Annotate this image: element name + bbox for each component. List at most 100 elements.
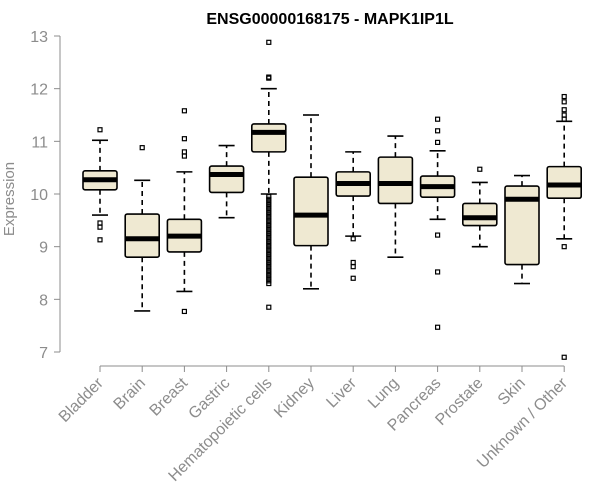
outlier-point — [266, 236, 272, 242]
outlier-point — [97, 237, 103, 243]
y-tick-label: 11 — [31, 134, 48, 151]
box-group — [377, 135, 414, 259]
outlier-point — [266, 257, 272, 263]
outlier-point — [266, 304, 272, 310]
outlier-point — [266, 212, 272, 218]
outlier-point — [435, 128, 441, 134]
y-tick-label: 8 — [39, 292, 48, 309]
outlier-point — [266, 39, 272, 45]
box-iqr — [251, 123, 287, 153]
box-iqr — [293, 176, 329, 247]
outlier-point — [266, 275, 272, 281]
box-group — [82, 127, 118, 243]
outlier-point — [561, 116, 567, 122]
x-tick-label: Breast — [147, 374, 192, 419]
outlier-point — [266, 249, 272, 255]
outlier-point — [266, 204, 272, 210]
box-iqr — [377, 156, 414, 205]
y-tick-label: 7 — [39, 345, 48, 362]
x-tick-label: Kidney — [271, 375, 318, 422]
x-tick-label: Prostate — [432, 375, 486, 429]
box-group — [504, 174, 540, 285]
outlier-point — [561, 93, 567, 100]
outlier-point — [266, 201, 272, 208]
outlier-point — [266, 217, 272, 223]
outlier-point — [266, 223, 272, 229]
outlier-point — [266, 230, 272, 237]
outlier-point — [350, 275, 356, 281]
box-iqr — [124, 213, 160, 259]
y-tick-label: 10 — [30, 187, 48, 204]
outlier-point — [181, 136, 187, 142]
x-tick-label: Bladder — [56, 374, 107, 425]
outlier-point — [266, 215, 272, 221]
box-group — [208, 144, 245, 219]
outlier-point — [181, 108, 187, 114]
outlier-point — [266, 233, 272, 239]
outlier-point — [266, 209, 272, 216]
outlier-point — [266, 270, 272, 276]
box-group — [293, 114, 329, 290]
outlier-point — [561, 354, 567, 360]
box-group — [166, 108, 203, 315]
y-tick-label: 12 — [30, 82, 48, 99]
outlier-point — [139, 145, 145, 151]
box-series — [82, 39, 583, 360]
outlier-point — [435, 116, 441, 122]
outlier-point — [181, 149, 187, 155]
outlier-point — [181, 153, 187, 159]
box-iqr — [504, 185, 540, 266]
box-group — [124, 145, 160, 312]
y-tick-label: 13 — [30, 29, 48, 46]
outlier-point — [97, 127, 103, 133]
outlier-point — [266, 196, 272, 202]
outlier-point — [266, 241, 272, 247]
outlier-point — [266, 244, 272, 250]
outlier-point — [181, 308, 187, 315]
box-iqr — [208, 165, 245, 194]
outlier-point — [435, 324, 441, 330]
box-group — [335, 151, 372, 281]
box-group — [461, 166, 498, 248]
outlier-point — [561, 244, 567, 250]
y-axis-title: Expression — [1, 162, 18, 236]
outlier-point — [350, 264, 356, 270]
outlier-point — [435, 269, 441, 275]
box-group — [419, 116, 456, 330]
y-tick-label: 9 — [39, 240, 48, 257]
outlier-point — [350, 236, 356, 242]
box-group — [546, 93, 583, 360]
outlier-point — [561, 112, 567, 118]
outlier-point — [561, 99, 567, 105]
outlier-point — [266, 254, 272, 260]
box-iqr — [461, 202, 498, 227]
outlier-point — [266, 265, 272, 271]
outlier-point — [561, 107, 567, 113]
outlier-point — [266, 251, 272, 258]
outlier-point — [266, 246, 272, 252]
outlier-point — [477, 166, 483, 172]
outlier-point — [266, 207, 272, 213]
chart-title: ENSG00000168175 - MAPK1IP1L — [206, 11, 453, 28]
outlier-point — [266, 262, 272, 268]
outlier-point — [266, 199, 272, 205]
outlier-point — [435, 232, 441, 238]
outlier-point — [266, 225, 272, 231]
box-group — [251, 39, 287, 310]
box-iqr — [546, 165, 583, 200]
x-tick-label: Skin — [495, 375, 529, 409]
outlier-point — [266, 75, 272, 81]
outlier-point — [266, 280, 272, 287]
outlier-point — [435, 139, 441, 145]
outlier-point — [97, 220, 103, 226]
outlier-point — [97, 224, 103, 230]
outlier-point — [266, 220, 272, 226]
outlier-point — [266, 267, 272, 273]
x-tick-label: Brain — [111, 375, 149, 413]
y-axis-ticks: 7 8 9 10 11 12 13 — [30, 29, 60, 362]
outlier-point — [266, 259, 272, 266]
x-tick-label: Lung — [365, 375, 402, 412]
outlier-point — [266, 273, 272, 279]
